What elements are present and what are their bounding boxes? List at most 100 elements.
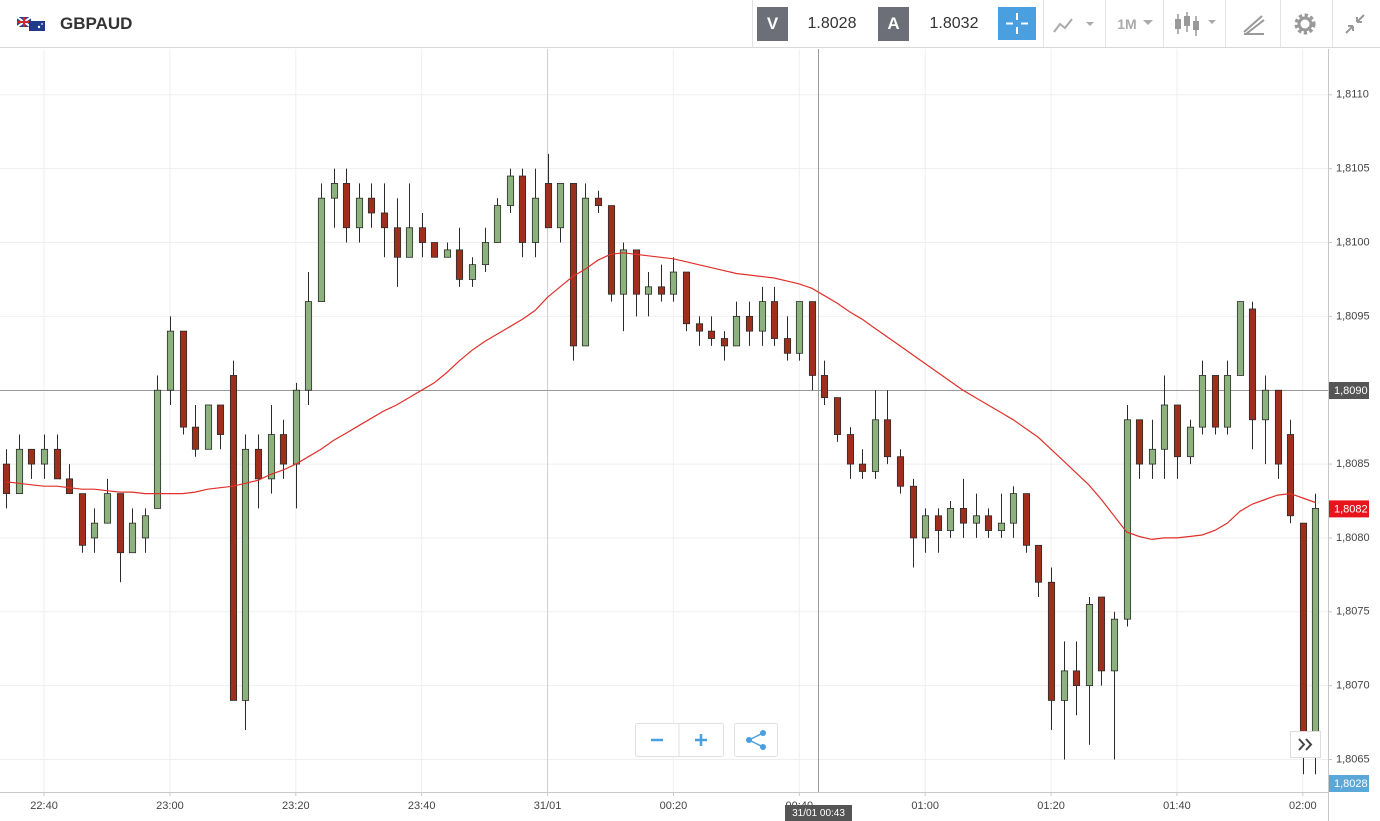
candle-body bbox=[720, 338, 729, 347]
candle-body bbox=[1211, 375, 1220, 428]
scroll-latest-button[interactable] bbox=[1290, 731, 1321, 758]
candle-body bbox=[15, 448, 24, 495]
candle-body bbox=[1274, 389, 1283, 465]
candle-body bbox=[1198, 375, 1207, 428]
x-tick-label: 00:20 bbox=[660, 800, 688, 812]
candle-body bbox=[1286, 434, 1295, 517]
share-button[interactable] bbox=[746, 730, 766, 750]
timeframe-caret bbox=[1143, 20, 1153, 25]
candle-body bbox=[380, 212, 389, 229]
candle-body bbox=[669, 271, 678, 295]
candle-body bbox=[808, 301, 817, 376]
candle-body bbox=[1085, 604, 1094, 687]
candle-body bbox=[1097, 596, 1106, 672]
candle-body bbox=[1009, 493, 1018, 524]
candle-body bbox=[909, 485, 918, 539]
zoom-controls bbox=[635, 723, 778, 757]
candle-body bbox=[1047, 581, 1056, 701]
candle-body bbox=[506, 175, 515, 206]
x-tick-label: 23:00 bbox=[156, 800, 184, 812]
candle-body bbox=[166, 330, 175, 391]
sell-button[interactable]: V bbox=[757, 7, 788, 41]
x-tick-label: 01:40 bbox=[1163, 800, 1191, 812]
y-tick-label: 1,8105 bbox=[1336, 163, 1370, 175]
candle-body bbox=[1261, 389, 1270, 421]
candle-body bbox=[959, 507, 968, 524]
candle-body bbox=[1173, 404, 1182, 458]
crosshair-time-tag: 31/01 00:43 bbox=[785, 805, 852, 821]
chart-type-button[interactable] bbox=[1050, 12, 1100, 36]
candle-body bbox=[619, 249, 628, 295]
zoom-in-button[interactable] bbox=[695, 734, 707, 746]
candle-body bbox=[304, 301, 313, 391]
y-tick-label: 1,8110 bbox=[1336, 89, 1369, 101]
candle-body bbox=[607, 205, 616, 295]
y-tick-label: 1,8095 bbox=[1336, 310, 1370, 322]
candle-body bbox=[745, 315, 754, 332]
draw-tool-button[interactable] bbox=[1240, 12, 1268, 36]
candle-body bbox=[40, 448, 49, 465]
candle-body bbox=[632, 249, 641, 295]
candle-body bbox=[518, 175, 527, 243]
candle-body bbox=[153, 389, 162, 509]
candle-body bbox=[128, 522, 137, 554]
candle-body bbox=[179, 330, 188, 428]
x-tick-label: 01:20 bbox=[1037, 800, 1065, 812]
candle-body bbox=[405, 227, 414, 258]
tag-background bbox=[785, 805, 852, 821]
candle-body bbox=[90, 522, 99, 539]
candle-body bbox=[103, 493, 112, 524]
candle-body bbox=[531, 197, 540, 243]
candle-body bbox=[1148, 448, 1157, 465]
x-tick-label: 22:40 bbox=[30, 800, 58, 812]
x-tick-label: 23:40 bbox=[408, 800, 436, 812]
candle-body bbox=[53, 448, 62, 480]
y-tick-label: 1,8100 bbox=[1336, 236, 1370, 248]
candle-body bbox=[355, 197, 364, 229]
candle-body bbox=[569, 183, 578, 347]
y-tick-label: 1,8085 bbox=[1336, 458, 1370, 470]
sell-price: 1.8028 bbox=[807, 14, 857, 32]
candle-body bbox=[481, 242, 490, 266]
candle-body bbox=[1236, 301, 1245, 376]
crosshair-button[interactable] bbox=[998, 7, 1036, 40]
crosshair-price-tag: 1,8090 bbox=[1329, 382, 1369, 399]
candle-body bbox=[820, 375, 829, 399]
tag-background bbox=[1329, 382, 1369, 399]
candle-body bbox=[367, 197, 376, 214]
candle-body bbox=[279, 434, 288, 465]
candle-body bbox=[116, 493, 125, 554]
candle-body bbox=[883, 419, 892, 458]
candle-body bbox=[393, 227, 402, 258]
candle-body bbox=[657, 286, 666, 295]
candle-body bbox=[468, 264, 477, 280]
candle-body bbox=[330, 183, 339, 199]
candle-body bbox=[1311, 507, 1320, 746]
candle-body bbox=[946, 507, 955, 531]
candle-body bbox=[1072, 670, 1081, 687]
tag-text: 31/01 00:43 bbox=[792, 808, 845, 819]
candle-body bbox=[1135, 419, 1144, 465]
candle-body bbox=[1123, 419, 1132, 620]
timeframe-button[interactable]: 1M bbox=[1117, 15, 1137, 32]
candle-body bbox=[581, 197, 590, 347]
tag-text: 1,8028 bbox=[1334, 778, 1368, 790]
buy-button[interactable]: A bbox=[878, 7, 909, 41]
candle-body bbox=[27, 448, 36, 465]
candle-body bbox=[342, 183, 351, 229]
x-tick-label: 31/01 bbox=[534, 800, 562, 812]
candle-body bbox=[1223, 375, 1232, 428]
collapse-button[interactable] bbox=[1343, 12, 1367, 36]
candle-body bbox=[934, 515, 943, 531]
candle-body bbox=[972, 515, 981, 524]
candle-body bbox=[871, 419, 880, 472]
settings-button[interactable] bbox=[1292, 11, 1318, 37]
y-tick-label: 1,8065 bbox=[1336, 753, 1370, 765]
candle-body bbox=[241, 448, 250, 701]
candle-style-button[interactable] bbox=[1172, 10, 1222, 38]
candle-body bbox=[783, 338, 792, 354]
x-tick-label: 02:00 bbox=[1289, 800, 1317, 812]
last-price-tag: 1,8082 bbox=[1329, 500, 1369, 518]
tag-background bbox=[1329, 775, 1369, 792]
